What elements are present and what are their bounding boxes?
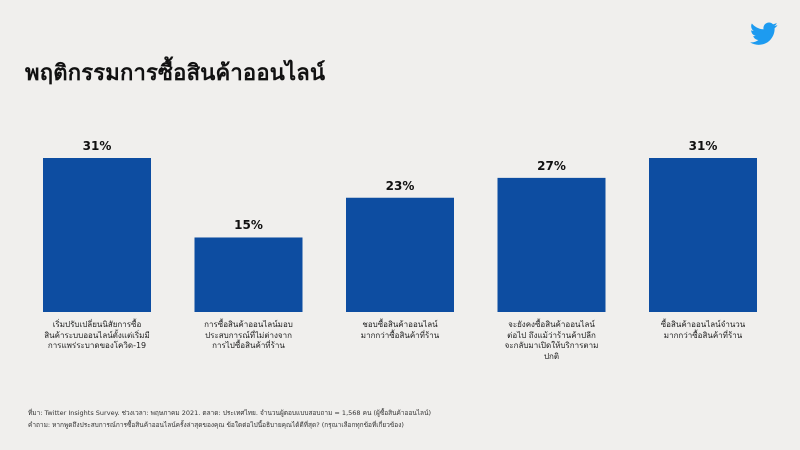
page-title: พฤติกรรมการซื้อสินค้าออนไลน์ [25,61,326,86]
value-label-3: 23% [385,178,415,193]
category-label-3: ชอบซื้อสินค้าออนไลน์ มากกว่าซื้อสินค้าที่… [340,320,460,341]
category-label-line: การซื้อสินค้าออนไลน์มอบ [204,320,293,329]
category-label-line: จะยังคงซื้อสินค้าออนไลน์ [508,320,595,329]
value-label-2: 15% [234,218,263,233]
category-label-line: ต่อไป ถึงแม้ว่าร้านค้าปลีก [507,330,596,340]
category-label-line: มากกว่าซื้อสินค้าที่ร้าน [663,330,743,340]
category-label-5: ซื้อสินค้าออนไลน์จำนวน มากกว่าซื้อสินค้าท… [643,320,763,341]
category-label-line: ซื้อสินค้าออนไลน์จำนวน [660,320,746,329]
bar-2 [194,237,303,312]
value-label-1: 31% [82,139,112,153]
category-label-4: จะยังคงซื้อสินค้าออนไลน์ ต่อไป ถึงแม้ว่าร… [492,320,612,362]
source-footnote: ที่มา: Twitter Insights Survey. ช่วงเวลา… [28,409,432,417]
category-label-line: การไปซื้อสินค้าที่ร้าน [212,341,285,350]
category-label-line: สินค้าระบบออนไลน์ตั้งแต่เริ่มมี [44,330,150,340]
category-label-line: การแพร่ระบาดของโควิด-19 [47,341,147,350]
value-label-5: 31% [688,139,718,153]
category-label-line: จะกลับมาเปิดให้บริการตาม [504,341,599,350]
bar-4 [497,177,606,312]
bar-3 [346,197,454,312]
twitter-bird-icon [750,22,778,45]
category-label-line: ปกติ [543,351,560,361]
value-label-4: 27% [537,158,566,173]
bar-1 [43,158,151,312]
category-label-line: เริ่มปรับเปลี่ยนนิสัยการซื้อ [52,320,142,329]
question-footnote: คำถาม: หากพูดถึงประสบการณ์การซื้อสินค้าอ… [28,421,404,429]
category-label-line: มากกว่าซื้อสินค้าที่ร้าน [360,330,440,340]
bar-5 [649,158,757,312]
category-label-line: ชอบซื้อสินค้าออนไลน์ [362,320,438,329]
category-label-2: การซื้อสินค้าออนไลน์มอบ ประสบการณ์ที่ไม่ต… [189,320,309,352]
category-label-line: ประสบการณ์ที่ไม่ต่างจาก [205,330,292,340]
category-label-1: เริ่มปรับเปลี่ยนนิสัยการซื้อ สินค้าระบบออ… [37,320,157,352]
